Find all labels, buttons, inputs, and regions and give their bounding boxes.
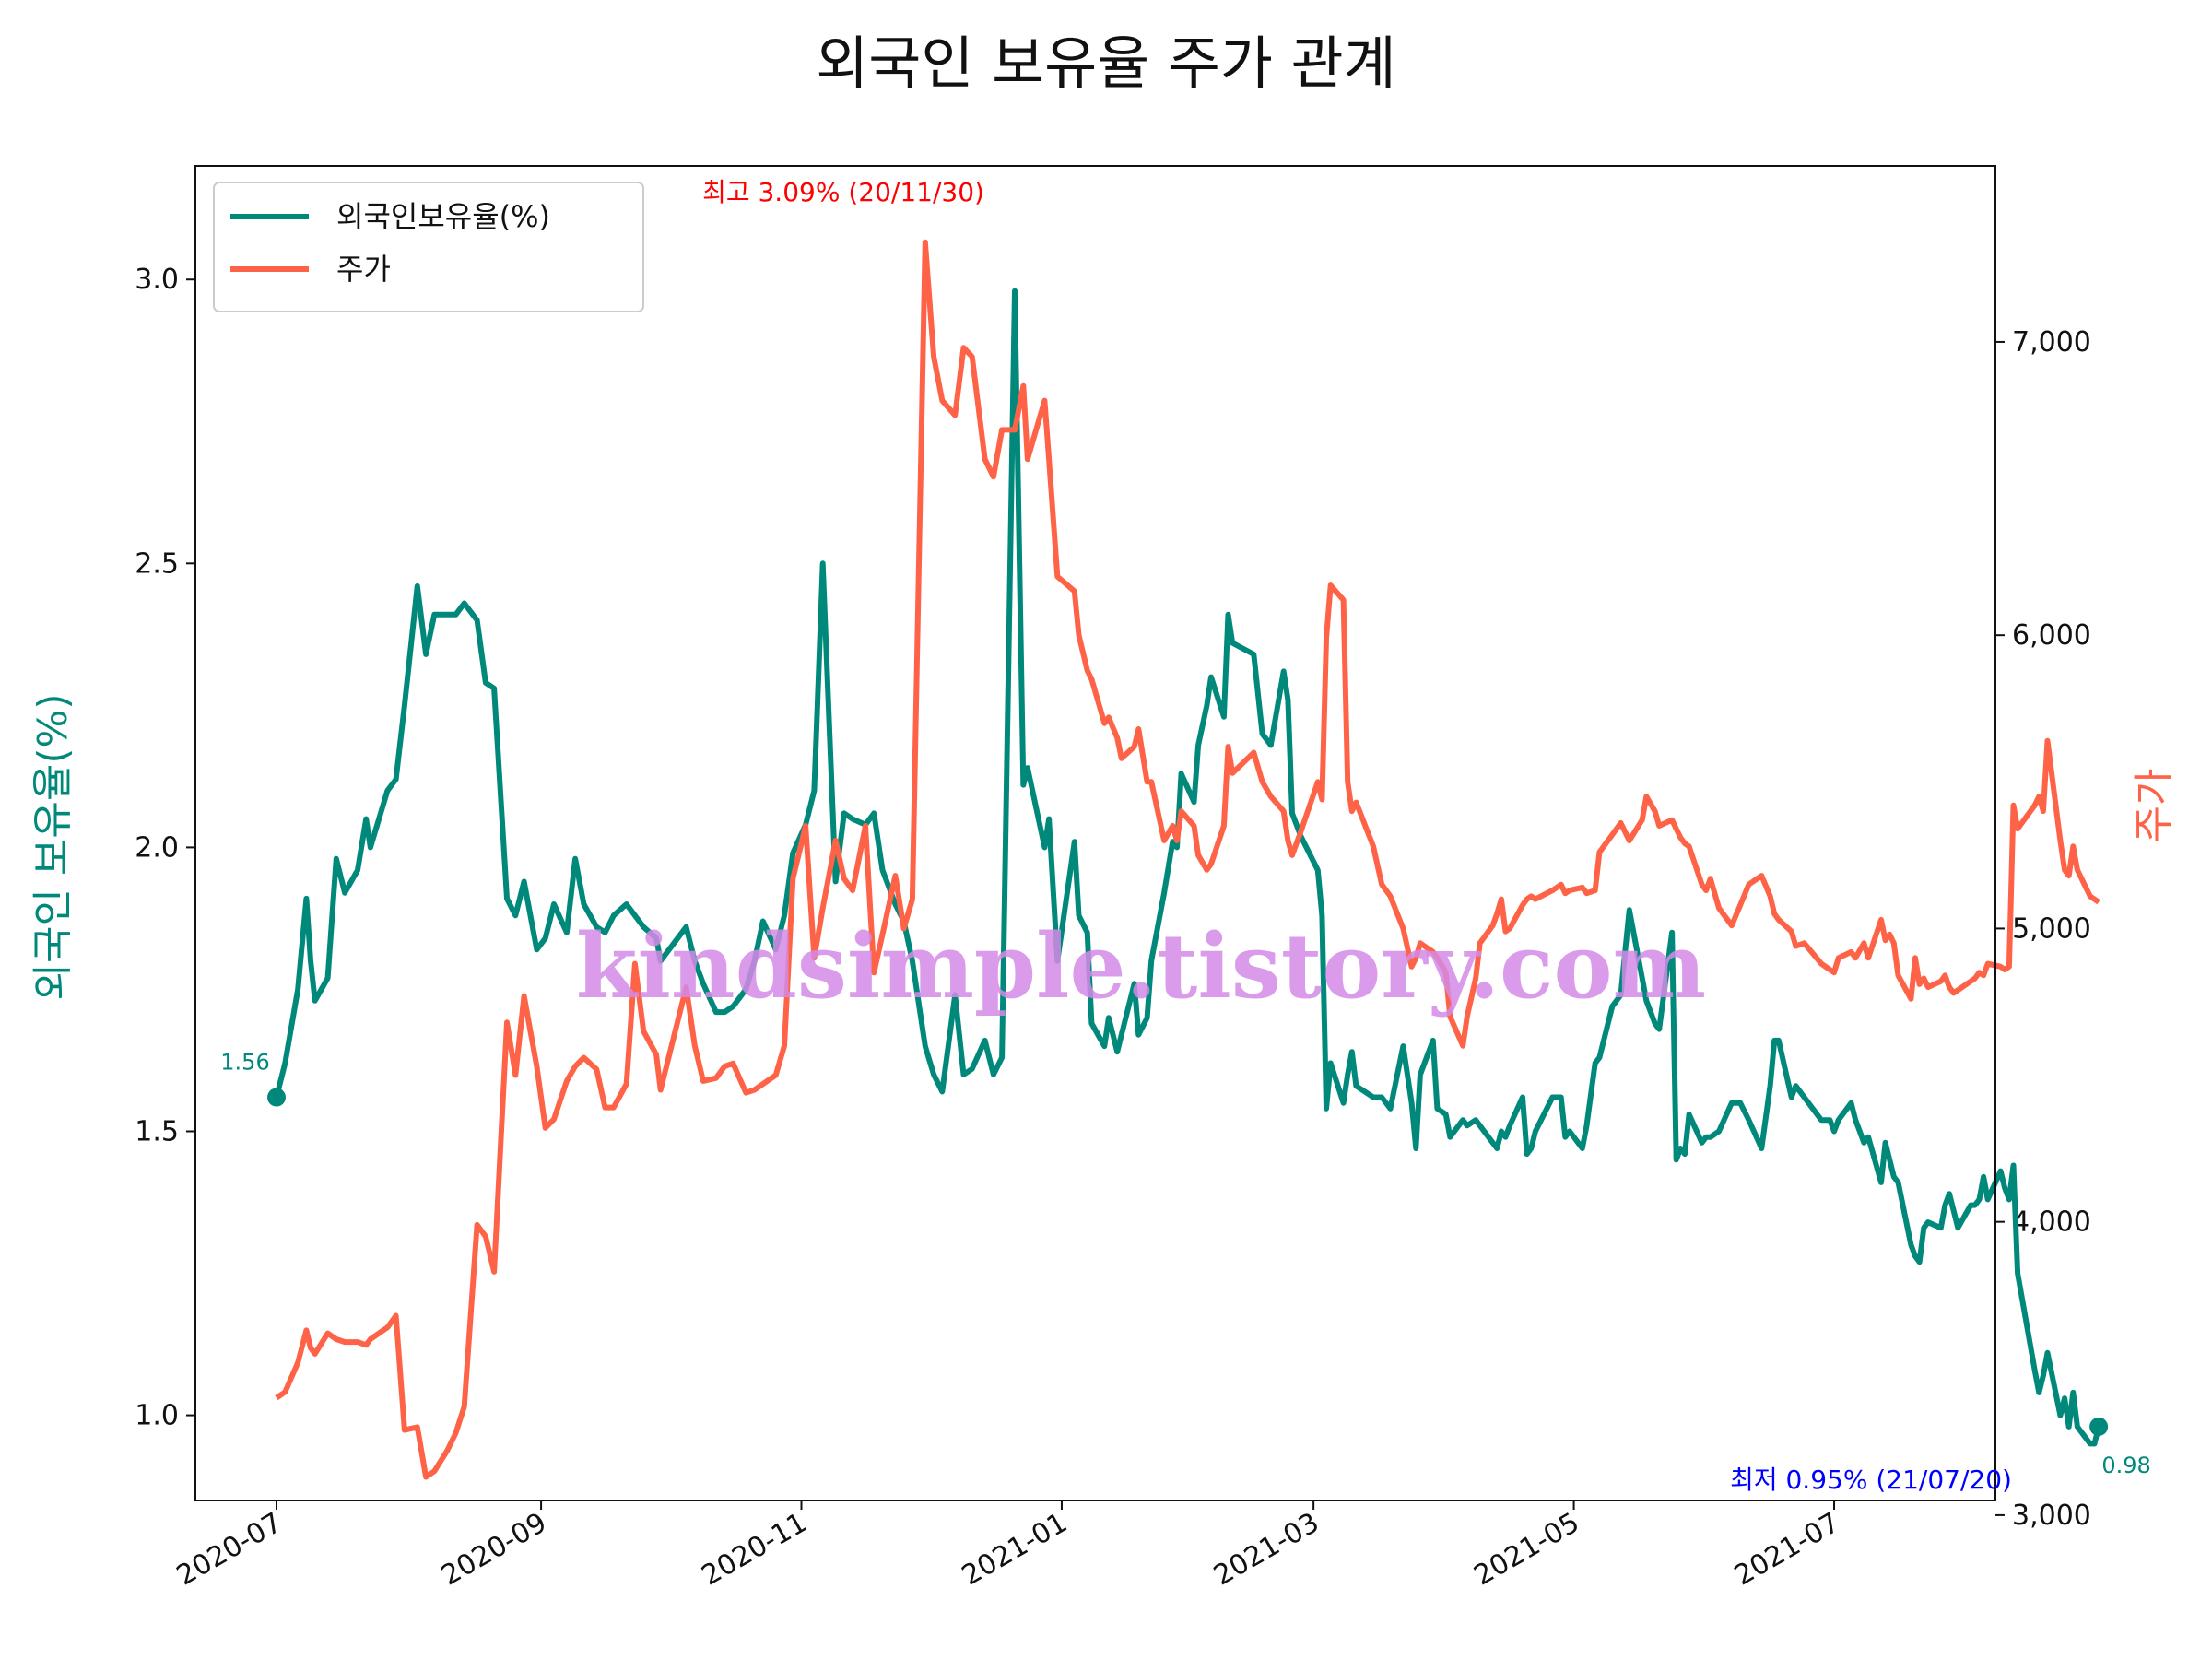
right-tick-label: 4,000 bbox=[2012, 1206, 2091, 1239]
watermark: kindsimple.tistory.com bbox=[576, 914, 1706, 1018]
right-tick-label: 6,000 bbox=[2012, 619, 2091, 652]
legend-label-foreign: 외국인보유율(%) bbox=[336, 199, 550, 234]
right-tick-label: 3,000 bbox=[2012, 1500, 2091, 1532]
right-tick-label: 7,000 bbox=[2012, 326, 2091, 359]
foreign-ownership-line bbox=[274, 288, 2102, 1447]
left-tick-label: 2.5 bbox=[135, 547, 179, 580]
left-tick-label: 1.5 bbox=[135, 1115, 179, 1147]
plot-frame bbox=[194, 165, 1996, 1501]
left-tick-label: 3.0 bbox=[135, 264, 179, 296]
legend: 외국인보유율(%) 주가 bbox=[213, 182, 644, 312]
left-axis-label: 외국인 보유율(%) bbox=[29, 693, 76, 1000]
legend-label-price: 주가 bbox=[336, 252, 391, 287]
min-annotation: 최저 0.95% (21/07/20) bbox=[1730, 1465, 2012, 1495]
stock-price-line bbox=[275, 239, 2100, 1480]
left-axis-ticks: 1.0 1.5 2.0 2.5 3.0 bbox=[135, 264, 195, 1432]
start-point-marker bbox=[267, 1088, 286, 1107]
end-value-label: 0.98 bbox=[2101, 1453, 2150, 1478]
legend-box bbox=[213, 182, 644, 312]
max-annotation: 최고 3.09% (20/11/30) bbox=[702, 177, 984, 207]
start-value-label: 1.56 bbox=[220, 1050, 269, 1076]
right-axis-ticks: 3,000 4,000 5,000 6,000 7,000 bbox=[1995, 326, 2091, 1532]
left-tick-label: 2.0 bbox=[135, 831, 179, 864]
right-tick-label: 5,000 bbox=[2012, 912, 2091, 945]
left-tick-label: 1.0 bbox=[135, 1400, 179, 1432]
chart-title: 외국인 보유율 주가 관계 bbox=[816, 29, 1396, 97]
right-axis-label: 주가 bbox=[2131, 769, 2178, 843]
end-point-marker bbox=[2089, 1417, 2109, 1436]
